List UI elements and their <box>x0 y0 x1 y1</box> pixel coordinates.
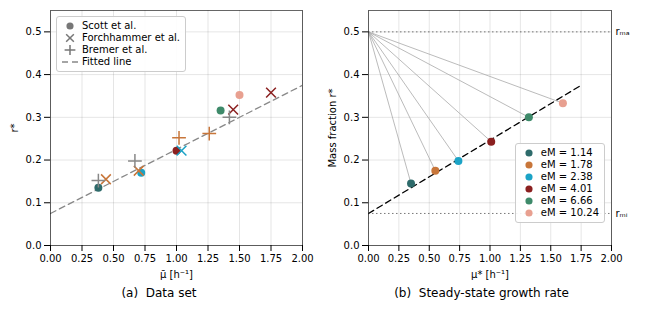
svg-text:0.75: 0.75 <box>134 253 156 264</box>
svg-text:0.3: 0.3 <box>344 112 360 123</box>
svg-text:1.25: 1.25 <box>197 253 219 264</box>
svg-text:0.3: 0.3 <box>26 112 42 123</box>
svg-text:0.00: 0.00 <box>39 253 61 264</box>
svg-text:0.25: 0.25 <box>71 253 93 264</box>
svg-text:1.75: 1.75 <box>260 253 282 264</box>
svg-text:0.1: 0.1 <box>344 197 360 208</box>
svg-text:0.5: 0.5 <box>26 26 42 37</box>
html-text:(a) Data set: (a) Data set <box>121 286 197 300</box>
html-text:Bremer et al.: Bremer et al. <box>82 44 148 55</box>
svg-text:1.25: 1.25 <box>509 253 531 264</box>
svg-text:0.1: 0.1 <box>26 197 42 208</box>
svg-text:0.25: 0.25 <box>388 253 410 264</box>
html-text:eM = 4.01: eM = 4.01 <box>540 183 593 194</box>
html-text:eM = 6.66: eM = 6.66 <box>540 195 593 206</box>
svg-text:0.75: 0.75 <box>448 253 470 264</box>
svg-text:1.75: 1.75 <box>570 253 592 264</box>
html-text:Fitted line: Fitted line <box>82 56 132 67</box>
html-text:(b) Steady-state growth rate: (b) Steady-state growth rate <box>394 286 569 300</box>
svg-text:2.00: 2.00 <box>600 253 622 264</box>
svg-text:μ* [h⁻¹]: μ* [h⁻¹] <box>471 269 509 280</box>
html-text:eM = 1.14: eM = 1.14 <box>540 147 593 158</box>
svg-text:0.50: 0.50 <box>418 253 440 264</box>
svg-text:0.4: 0.4 <box>344 69 360 80</box>
svg-text:r*: r* <box>9 123 20 132</box>
svg-text:Mass fraction r*: Mass fraction r* <box>327 88 338 167</box>
svg-text:0.4: 0.4 <box>26 69 42 80</box>
html-text:eM = 2.38: eM = 2.38 <box>540 171 593 182</box>
svg-text:0.2: 0.2 <box>26 154 42 165</box>
svg-text:0.00: 0.00 <box>357 253 379 264</box>
svg-text:rₘₐ: rₘₐ <box>616 26 630 37</box>
svg-text:1.00: 1.00 <box>479 253 501 264</box>
svg-text:2.00: 2.00 <box>291 253 313 264</box>
svg-text:1.50: 1.50 <box>228 253 250 264</box>
html-text:Scott et al.: Scott et al. <box>82 20 137 31</box>
html-text:eM = 1.78: eM = 1.78 <box>540 159 593 170</box>
svg-text:1.50: 1.50 <box>540 253 562 264</box>
html-text:eM = 10.24: eM = 10.24 <box>540 207 599 218</box>
svg-text:0.50: 0.50 <box>102 253 124 264</box>
html-text:Forchhammer et al.: Forchhammer et al. <box>82 32 180 43</box>
svg-text:rₘᵢ: rₘᵢ <box>616 208 628 219</box>
svg-text:μ̄ [h⁻¹]: μ̄ [h⁻¹] <box>160 269 193 280</box>
svg-text:0.5: 0.5 <box>344 26 360 37</box>
svg-text:0.0: 0.0 <box>26 240 42 251</box>
svg-text:0.2: 0.2 <box>344 154 360 165</box>
svg-text:1.00: 1.00 <box>165 253 187 264</box>
svg-text:0.0: 0.0 <box>344 240 360 251</box>
